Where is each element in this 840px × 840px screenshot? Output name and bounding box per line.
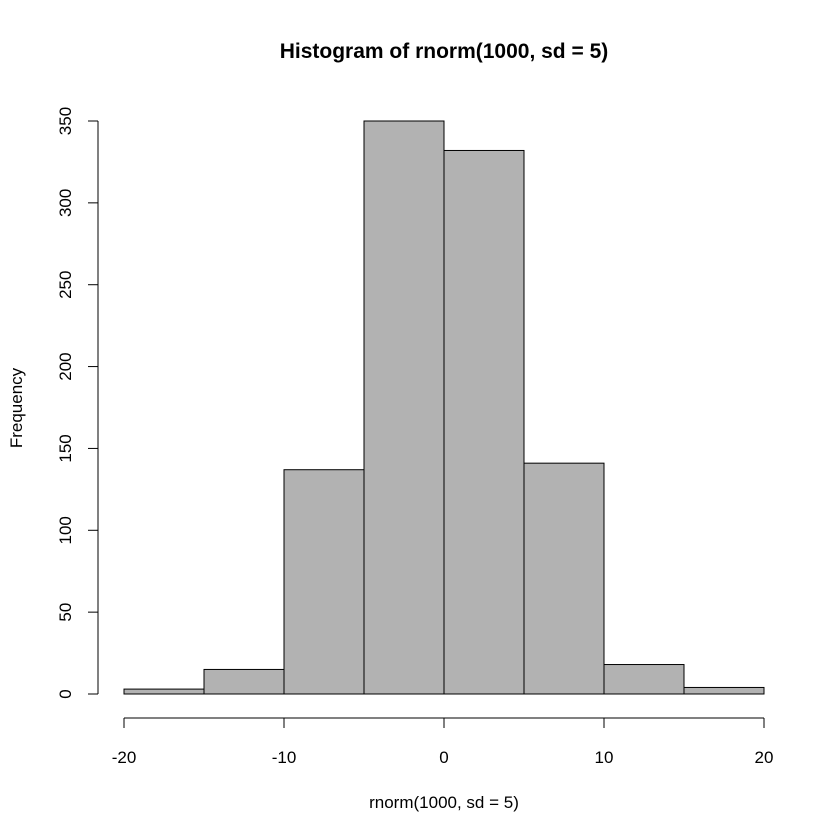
histogram-bar xyxy=(283,469,365,695)
histogram-bar xyxy=(203,668,285,695)
y-tick-label: 300 xyxy=(56,189,75,217)
x-tick-label: -20 xyxy=(112,748,137,767)
x-tick-label: -10 xyxy=(272,748,297,767)
y-axis-label: Frequency xyxy=(7,367,26,448)
x-tick-label: 10 xyxy=(595,748,614,767)
histogram-bar xyxy=(443,149,525,695)
x-tick-label: 20 xyxy=(755,748,774,767)
chart-title: Histogram of rnorm(1000, sd = 5) xyxy=(280,40,609,63)
y-tick-label: 250 xyxy=(56,271,75,299)
histogram-bar xyxy=(683,686,765,695)
y-tick-label: 50 xyxy=(56,603,75,622)
histogram-bar xyxy=(523,462,605,695)
y-tick-label: 150 xyxy=(56,434,75,462)
y-tick-label: 0 xyxy=(56,689,75,698)
histogram-bar xyxy=(603,664,685,695)
y-tick-label: 200 xyxy=(56,352,75,380)
y-tick-label: 100 xyxy=(56,516,75,544)
x-tick-label: 0 xyxy=(439,748,448,767)
x-axis: -20 -10 0 10 20 xyxy=(112,717,774,767)
bars-group xyxy=(123,120,765,695)
y-axis: 0 50 100 150 200 250 300 350 xyxy=(56,107,99,699)
y-tick-label: 350 xyxy=(56,107,75,135)
histogram-bar xyxy=(123,688,205,695)
x-axis-label: rnorm(1000, sd = 5) xyxy=(369,793,519,812)
histogram-bar xyxy=(363,120,445,695)
